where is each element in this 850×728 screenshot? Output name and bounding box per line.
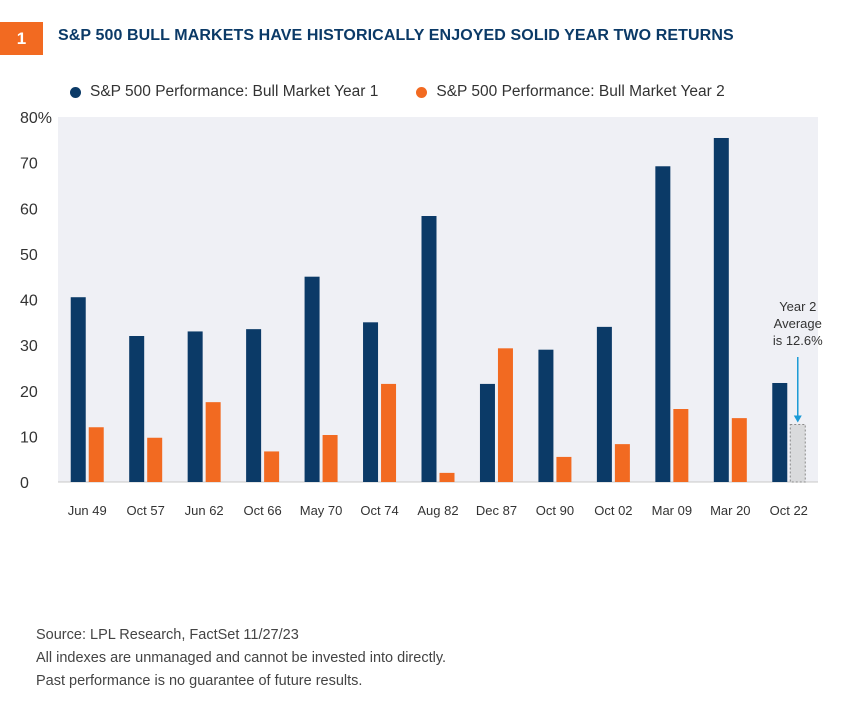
- x-tick-label: Oct 74: [360, 503, 398, 518]
- bar-year2: [614, 444, 630, 482]
- bar-year2: [497, 348, 513, 482]
- bar-year1: [363, 322, 379, 482]
- legend-swatch-year1: [70, 86, 81, 98]
- disclaimer-line-2: Past performance is no guarantee of futu…: [36, 673, 363, 689]
- legend-item-year1: S&P 500 Performance: Bull Market Year 1: [70, 83, 378, 101]
- x-tick-label: Mar 20: [710, 503, 750, 518]
- source-line: Source: LPL Research, FactSet 11/27/23: [36, 627, 299, 643]
- y-tick-label: 0: [20, 475, 29, 492]
- bar-year2: [322, 435, 338, 482]
- y-tick-label: 40: [20, 293, 38, 310]
- x-tick-label: Dec 87: [476, 503, 517, 518]
- bar-year2: [88, 427, 104, 482]
- y-tick-label: 20: [20, 384, 38, 401]
- bar-year1: [129, 336, 145, 482]
- bar-chart: 80% 70 60 50 40 30 20 10 0 Jun 49 Oct 57 Jun 62 Oct …: [20, 110, 823, 518]
- source-note: Source: LPL Research, FactSet 11/27/23 A…: [36, 624, 446, 693]
- bar-year1: [772, 382, 788, 482]
- y-tick-label: 80%: [20, 110, 52, 127]
- bar-year2: [556, 456, 572, 482]
- bar-year2: [439, 472, 455, 482]
- legend-label-year2: S&P 500 Performance: Bull Market Year 2: [436, 83, 725, 100]
- bar-year1: [538, 349, 554, 482]
- x-tick-label: Oct 02: [594, 503, 632, 518]
- chart-title: S&P 500 BULL MARKETS HAVE HISTORICALLY E…: [58, 27, 734, 44]
- bar-year1: [246, 329, 262, 482]
- x-tick-label: Jun 49: [68, 503, 107, 518]
- bar-year1: [655, 166, 671, 482]
- annotation-text: Average: [774, 316, 822, 331]
- y-tick-label: 50: [20, 247, 38, 264]
- bar-year1: [479, 383, 495, 482]
- annotation-text: is 12.6%: [773, 333, 823, 348]
- y-tick-label: 30: [20, 338, 38, 355]
- bar-year1: [713, 137, 729, 483]
- bar-year2: [264, 451, 280, 482]
- bar-year1: [187, 331, 203, 482]
- bar-year2: [205, 402, 221, 482]
- x-tick-label: Mar 09: [652, 503, 692, 518]
- bar-year2: [673, 409, 689, 482]
- plot-area: [58, 117, 818, 482]
- y-tick-label: 60: [20, 201, 38, 218]
- y-tick-label: 70: [20, 156, 38, 173]
- bar-year1: [421, 216, 437, 482]
- bar-year1: [70, 297, 86, 482]
- annotation-text: Year 2: [779, 299, 816, 314]
- x-tick-label: Jun 62: [185, 503, 224, 518]
- legend: S&P 500 Performance: Bull Market Year 1 …: [70, 83, 725, 101]
- bar-year1: [304, 276, 320, 482]
- y-tick-label: 10: [20, 429, 38, 446]
- annotation-arrow-head: [793, 415, 802, 423]
- legend-swatch-year2: [416, 86, 428, 98]
- x-tick-label: Oct 57: [127, 503, 165, 518]
- legend-label-year1: S&P 500 Performance: Bull Market Year 1: [90, 83, 379, 100]
- x-tick-label: Oct 90: [536, 503, 574, 518]
- x-tick-label: May 70: [300, 503, 343, 518]
- x-tick-label: Oct 66: [243, 503, 281, 518]
- bar-year2-average: [789, 424, 806, 483]
- bar-year2: [381, 383, 397, 482]
- figure-number-badge: 1: [0, 22, 43, 55]
- x-tick-label: Oct 22: [770, 503, 808, 518]
- disclaimer-line-1: All indexes are unmanaged and cannot be …: [36, 650, 447, 666]
- legend-item-year2: S&P 500 Performance: Bull Market Year 2: [416, 83, 725, 101]
- bar-year1: [596, 326, 612, 482]
- bar-year2: [731, 418, 747, 482]
- bar-year2: [147, 437, 163, 482]
- x-tick-label: Aug 82: [417, 503, 458, 518]
